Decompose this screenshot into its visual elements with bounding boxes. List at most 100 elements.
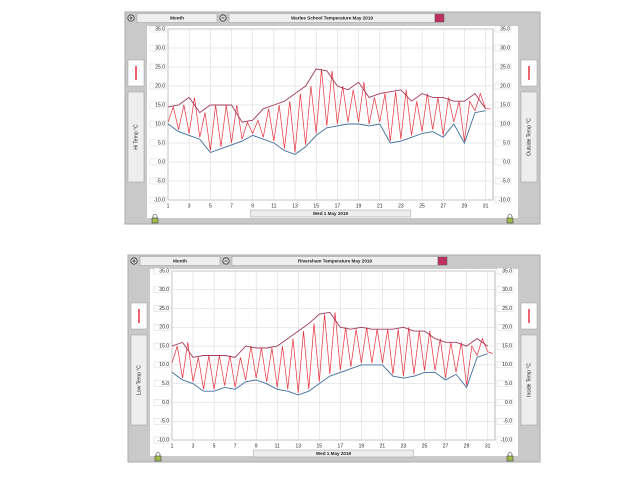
- x-tick-label: 11: [275, 443, 280, 449]
- period-button-label[interactable]: Month: [173, 258, 187, 263]
- y-tick-box: [153, 305, 171, 312]
- y-tick-box: [153, 267, 171, 275]
- y-tick-box: [153, 342, 171, 350]
- y-tick-label: 25.0: [155, 64, 165, 70]
- y2-tick-box: [496, 342, 514, 350]
- y2-axis-label: Outside Temp °C: [526, 118, 532, 156]
- x-tick-label: 9: [255, 443, 258, 449]
- y-tick-box: [149, 196, 167, 204]
- x-tick-label: 27: [440, 203, 446, 209]
- x-tick-label: 17: [335, 203, 341, 209]
- y2-tick-box: [494, 196, 512, 204]
- x-tick-label: 17: [338, 443, 344, 449]
- y-tick-box: [149, 139, 167, 147]
- chart-title: Riversham Temperature May 2019: [298, 258, 372, 263]
- y-tick-label: 20.0: [159, 325, 169, 331]
- x-tick-label: 1: [167, 203, 170, 209]
- y-label-box: [127, 91, 145, 183]
- y2-axis-label: Inside Temp °C: [526, 363, 532, 397]
- y2-tick-box: [496, 399, 514, 406]
- y2-tick-box: [494, 63, 512, 71]
- y2-label-box: [520, 91, 538, 183]
- y2-tick-box: [494, 158, 512, 166]
- y-tick-label: 15.0: [159, 343, 169, 349]
- y2-tick-label: -10.0: [499, 197, 511, 203]
- x-tick-label: 23: [398, 203, 404, 209]
- x-tick-label: 9: [251, 203, 254, 209]
- x-tick-label: 7: [230, 203, 233, 209]
- y2-tick-box: [494, 120, 512, 128]
- x-tick-label: 3: [192, 443, 195, 449]
- lock-icon[interactable]: [151, 217, 159, 224]
- y-axis-label: Low Temp °C: [136, 365, 142, 395]
- lock-shackle: [507, 452, 513, 456]
- x-tick-label: 31: [483, 203, 489, 209]
- x-tick-label: 7: [234, 443, 237, 449]
- y2-tick-label: 10.0: [502, 362, 512, 368]
- x-tick-label: 19: [356, 203, 362, 209]
- y2-tick-label: 20.0: [500, 83, 510, 89]
- x-tick-label: 5: [209, 203, 212, 209]
- lock-icon[interactable]: [506, 217, 514, 224]
- y2-tick-label: -5.0: [503, 419, 512, 425]
- y2-tick-box: [494, 139, 512, 147]
- y-tick-label: 35.0: [159, 268, 169, 274]
- x-tick-label: 11: [271, 203, 276, 209]
- x-label-box: [250, 209, 411, 218]
- y-tick-box: [149, 158, 167, 166]
- y2-tick-label: 5.0: [505, 381, 512, 387]
- y-tick-box: [153, 399, 171, 406]
- y2-tick-box: [496, 305, 514, 312]
- y-tick-label: 10.0: [159, 362, 169, 368]
- series-line: [167, 68, 486, 123]
- lock-icon[interactable]: [154, 455, 162, 462]
- y2-tick-label: 30.0: [502, 287, 512, 293]
- x-tick-label: 31: [485, 443, 491, 449]
- series-line: [171, 311, 488, 358]
- x-tick-label: 5: [213, 443, 216, 449]
- y2-label-box: [520, 334, 538, 426]
- period-button[interactable]: [136, 13, 218, 23]
- y2-tick-label: 25.0: [502, 306, 512, 312]
- y-tick-label: 5.0: [158, 140, 165, 146]
- x-tick-label: 15: [317, 443, 323, 449]
- x-tick-label: 23: [401, 443, 407, 449]
- period-button[interactable]: [139, 256, 221, 266]
- y2-tick-box: [494, 44, 512, 52]
- y-label-box: [130, 334, 148, 426]
- y-tick-box: [153, 380, 171, 387]
- y2-tick-box: [494, 25, 512, 33]
- lock-icon[interactable]: [506, 455, 514, 462]
- y-tick-label: 10.0: [155, 121, 165, 127]
- y2-tick-label: 30.0: [500, 45, 510, 51]
- y-tick-label: 0.0: [158, 159, 165, 165]
- y-tick-label: 15.0: [155, 102, 165, 108]
- y-tick-box: [149, 120, 167, 128]
- y2-tick-label: 10.0: [500, 121, 510, 127]
- y-tick-box: [149, 44, 167, 52]
- period-button-label[interactable]: Month: [170, 15, 184, 20]
- x-axis-label: Wed 1 May 2019: [313, 211, 349, 216]
- y-tick-label: -10.0: [154, 197, 166, 203]
- y2-tick-label: 25.0: [500, 64, 510, 70]
- x-tick-label: 27: [443, 443, 449, 449]
- y2-tick-label: -10.0: [501, 437, 513, 443]
- settings-icon[interactable]: [434, 13, 445, 23]
- y2-tick-box: [496, 324, 514, 331]
- series-line: [167, 68, 491, 153]
- x-tick-label: 19: [359, 443, 365, 449]
- settings-icon[interactable]: [437, 256, 448, 266]
- x-tick-label: 21: [377, 203, 383, 209]
- y-tick-box: [149, 177, 167, 185]
- y2-tick-label: 0.0: [505, 400, 512, 406]
- y2-tick-box: [496, 361, 514, 369]
- y2-tick-label: -5.0: [501, 178, 510, 184]
- x-tick-label: 3: [188, 203, 191, 209]
- y2-tick-box: [496, 286, 514, 293]
- x-tick-label: 29: [462, 203, 468, 209]
- y2-tick-label: 15.0: [500, 102, 510, 108]
- y-tick-label: 35.0: [155, 26, 165, 32]
- y2-tick-label: 35.0: [500, 26, 510, 32]
- lock-shackle: [152, 214, 158, 218]
- y-tick-box: [153, 436, 171, 444]
